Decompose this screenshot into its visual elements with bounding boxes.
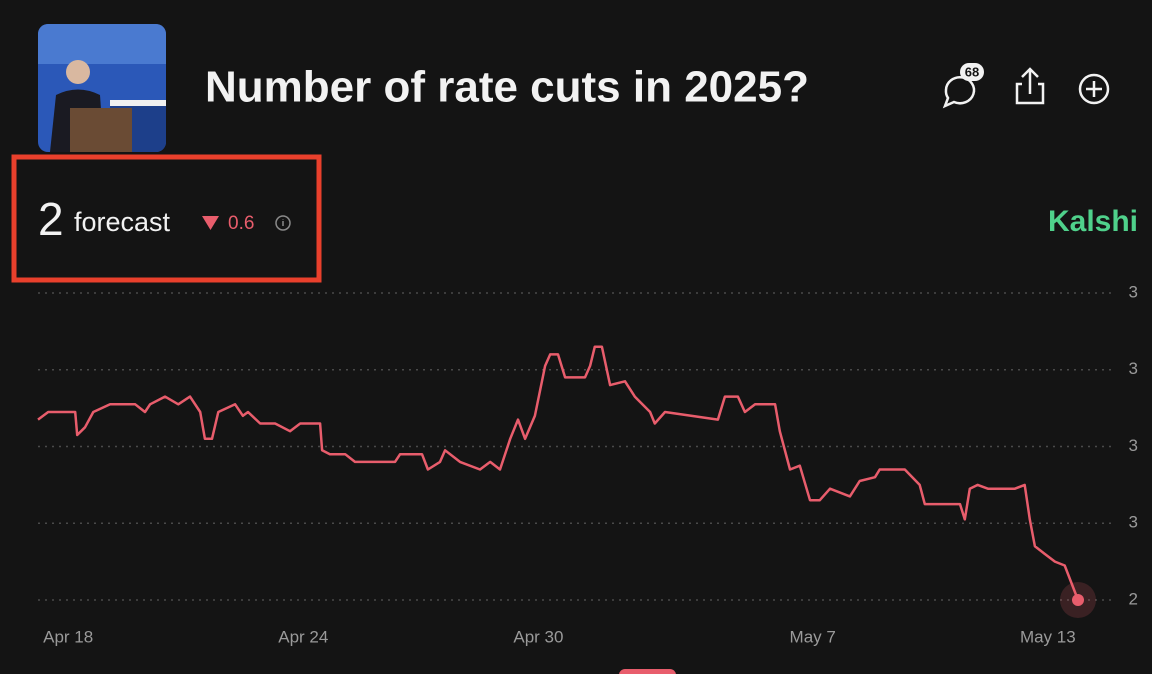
bottom-tab[interactable] bbox=[619, 669, 676, 674]
comment-count: 68 bbox=[965, 64, 979, 79]
y-tick-label: 3 bbox=[1129, 359, 1138, 378]
comments-button[interactable]: 68 bbox=[942, 63, 984, 109]
x-tick-label: May 13 bbox=[1020, 627, 1076, 646]
line-series bbox=[37, 345, 1080, 601]
brand: Kalshi bbox=[1048, 205, 1138, 238]
chart: 2 3 3 3 3 Apr 18 Apr 24 Apr 30 May 7 May 13 bbox=[37, 282, 1138, 646]
info-icon bbox=[275, 215, 291, 231]
y-tick-label: 3 bbox=[1129, 282, 1138, 301]
comment-icon bbox=[942, 76, 976, 109]
end-point bbox=[1072, 594, 1084, 606]
x-tick-label: Apr 24 bbox=[278, 627, 328, 646]
y-tick-label: 2 bbox=[1129, 589, 1138, 608]
forecast-change: 0.6 bbox=[228, 213, 254, 234]
forecast-value: 2 bbox=[38, 193, 64, 245]
market-title: Number of rate cuts in 2025? bbox=[205, 63, 809, 112]
share-box bbox=[1015, 82, 1045, 105]
share-button[interactable] bbox=[1015, 67, 1045, 105]
info-button[interactable] bbox=[275, 215, 291, 231]
y-tick-label: 3 bbox=[1129, 436, 1138, 455]
add-button[interactable] bbox=[1078, 73, 1110, 105]
x-tick-label: Apr 30 bbox=[513, 627, 563, 646]
comment-badge bbox=[960, 63, 984, 81]
x-tick-label: Apr 18 bbox=[43, 627, 93, 646]
highlight-box bbox=[11, 154, 322, 283]
forecast-label: forecast bbox=[74, 207, 171, 237]
add-plus bbox=[1086, 81, 1102, 97]
y-tick-label: 3 bbox=[1129, 513, 1138, 532]
share-arrow bbox=[1021, 67, 1039, 94]
thumbnail bbox=[38, 24, 166, 152]
down-arrow bbox=[202, 216, 219, 230]
x-tick-label: May 7 bbox=[790, 627, 836, 646]
add-circle bbox=[1078, 73, 1110, 105]
